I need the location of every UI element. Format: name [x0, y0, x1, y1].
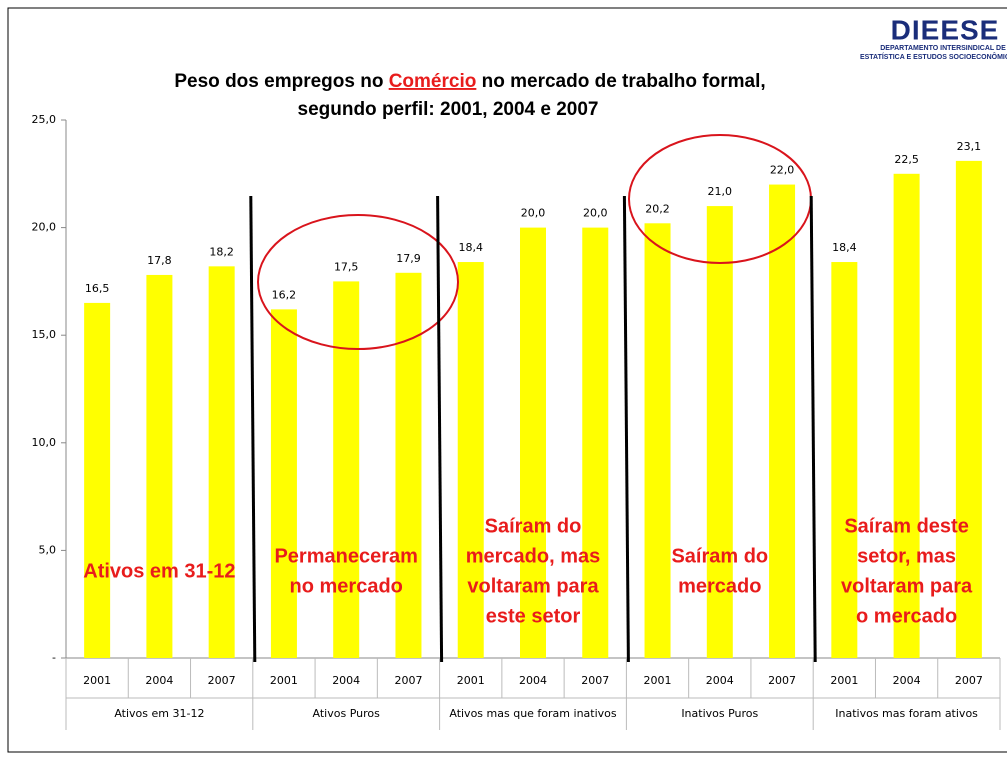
x-tick-label: 2007 [394, 674, 422, 687]
annotation: Saíram do [485, 515, 582, 537]
bar [208, 266, 235, 658]
bar [831, 262, 858, 658]
group-separator [622, 195, 630, 663]
bar [457, 262, 484, 658]
group-separator [249, 195, 257, 663]
annotation: Saíram deste [844, 515, 969, 537]
logo-name: DIEESE [891, 14, 1000, 45]
bar [270, 309, 297, 658]
x-tick-label: 2001 [270, 674, 298, 687]
annotation: voltaram para [841, 575, 973, 597]
y-tick-label: - [52, 651, 56, 664]
group-label: Ativos Puros [313, 707, 381, 720]
data-label: 22,5 [894, 153, 919, 166]
x-tick-label: 2004 [706, 674, 734, 687]
data-label: 20,0 [521, 207, 546, 220]
annotation: Permaneceram [274, 545, 417, 567]
group-label: Inativos mas foram ativos [835, 707, 978, 720]
frame [7, 7, 1007, 753]
annotation: Saíram do [671, 545, 768, 567]
data-label: 16,5 [85, 282, 110, 295]
data-label: 23,1 [957, 140, 982, 153]
chart-title: Peso dos empregos no Comércio no mercado… [174, 71, 765, 92]
annotation: mercado [678, 575, 761, 597]
x-tick-label: 2007 [768, 674, 796, 687]
annotation: no mercado [290, 575, 403, 597]
title-part: no mercado de trabalho formal, [476, 71, 765, 92]
y-tick-label: 20,0 [32, 221, 57, 234]
data-label: 16,2 [272, 288, 297, 301]
bar [146, 274, 173, 658]
data-label: 22,0 [770, 164, 795, 177]
logo-line: DEPARTAMENTO INTERSINDICAL DE [880, 45, 1006, 52]
y-tick-label: 15,0 [32, 328, 57, 341]
data-label: 18,2 [209, 245, 234, 258]
annotation: voltaram para [467, 575, 599, 597]
group-label: Ativos em 31-12 [114, 707, 204, 720]
annotation: mercado, mas [466, 545, 601, 567]
x-tick-label: 2001 [830, 674, 858, 687]
x-tick-label: 2001 [83, 674, 111, 687]
data-label: 21,0 [708, 185, 733, 198]
bar [769, 184, 796, 658]
bar [644, 223, 671, 658]
title-part: Peso dos empregos no [174, 71, 388, 92]
x-tick-label: 2004 [332, 674, 360, 687]
data-label: 20,2 [645, 202, 670, 215]
x-tick-label: 2007 [581, 674, 609, 687]
y-tick-label: 5,0 [39, 543, 57, 556]
y-tick-label: 10,0 [32, 436, 57, 449]
bar [520, 227, 546, 658]
bar [955, 160, 982, 658]
x-tick-label: 2004 [519, 674, 547, 687]
logo-line: ESTATÍSTICA E ESTUDOS SOCIOECONÔMICOS [860, 52, 1007, 61]
data-label: 17,8 [147, 254, 172, 267]
bar [582, 227, 609, 658]
chart-subtitle: segundo perfil: 2001, 2004 e 2007 [298, 99, 599, 120]
x-tick-label: 2007 [208, 674, 236, 687]
group-label: Ativos mas que foram inativos [449, 707, 617, 720]
bar [893, 173, 920, 659]
bar [84, 302, 111, 658]
x-tick-label: 2004 [893, 674, 921, 687]
data-label: 18,4 [832, 241, 857, 254]
bar [706, 206, 733, 658]
group-separator [436, 195, 444, 663]
x-tick-label: 2001 [644, 674, 672, 687]
highlight-ellipse [257, 214, 459, 350]
group-label: Inativos Puros [681, 707, 758, 720]
annotation: este setor [486, 605, 581, 627]
annotation: o mercado [856, 605, 957, 627]
plot: - 5,0 10,0 15,0 20,0 25,0 Ativos em 31-12 2001 1… [32, 113, 1001, 730]
x-tick-label: 2004 [145, 674, 173, 687]
y-tick-label: 25,0 [32, 113, 57, 126]
annotation: Ativos em 31-12 [83, 560, 235, 582]
title-highlight: Comércio [389, 71, 477, 92]
data-label: 17,5 [334, 260, 359, 273]
annotation: setor, mas [857, 545, 956, 567]
data-label: 17,9 [396, 252, 421, 265]
group-separator [809, 195, 817, 663]
bar [333, 281, 360, 658]
bar [395, 272, 422, 658]
data-label: 20,0 [583, 207, 608, 220]
data-label: 18,4 [458, 241, 483, 254]
x-tick-label: 2001 [457, 674, 485, 687]
overlay: Ativos em 31-12 Permaneceram no mercado Saí… [83, 134, 973, 663]
x-tick-label: 2007 [955, 674, 983, 687]
